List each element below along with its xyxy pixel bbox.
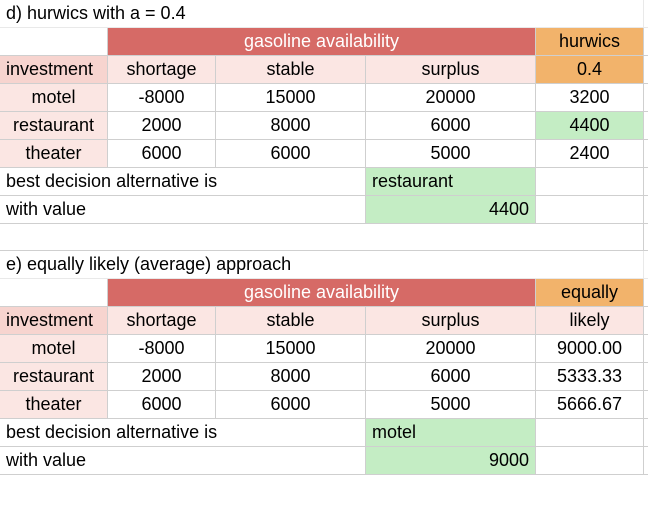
row-name: restaurant [0, 363, 108, 390]
col-shortage: shortage [108, 307, 216, 334]
col-stable: stable [216, 56, 366, 83]
col-surplus: surplus [366, 307, 536, 334]
table-row: motel -8000 15000 20000 9000.00 [0, 335, 648, 363]
col-investment: investment [0, 56, 108, 83]
cell-result: 9000.00 [536, 335, 644, 362]
row-name: motel [0, 84, 108, 111]
best-decision-label: best decision alternative is [0, 168, 366, 195]
section-d-column-header-row: investment shortage stable surplus 0.4 [0, 56, 648, 84]
blank-cell [0, 224, 644, 250]
best-decision-choice: motel [366, 419, 536, 446]
best-decision-choice: restaurant [366, 168, 536, 195]
best-decision-row: best decision alternative is restaurant [0, 168, 648, 196]
cell-result: 3200 [536, 84, 644, 111]
cell-result-best: 4400 [536, 112, 644, 139]
best-value-label: with value [0, 447, 366, 474]
cell-stable: 8000 [216, 363, 366, 390]
section-d-title: d) hurwics with a = 0.4 [0, 0, 644, 27]
cell-shortage: 2000 [108, 112, 216, 139]
cell-surplus: 20000 [366, 84, 536, 111]
gasoline-availability-header: gasoline availability [108, 28, 536, 55]
cell-surplus: 5000 [366, 140, 536, 167]
cell-surplus: 6000 [366, 363, 536, 390]
cell-stable: 8000 [216, 112, 366, 139]
section-d-group-header-row: gasoline availability hurwics [0, 28, 648, 56]
cell-surplus: 6000 [366, 112, 536, 139]
cell-shortage: 6000 [108, 140, 216, 167]
col-stable: stable [216, 307, 366, 334]
best-value-row: with value 4400 [0, 196, 648, 224]
best-value: 4400 [366, 196, 536, 223]
gasoline-availability-header: gasoline availability [108, 279, 536, 306]
blank-cell [0, 279, 108, 306]
best-decision-label: best decision alternative is [0, 419, 366, 446]
row-name: motel [0, 335, 108, 362]
section-e-column-header-row: investment shortage stable surplus likel… [0, 307, 648, 335]
likely-header-bottom: likely [536, 307, 644, 334]
table-row: restaurant 2000 8000 6000 5333.33 [0, 363, 648, 391]
best-value-label: with value [0, 196, 366, 223]
spacer-row [0, 224, 648, 251]
alpha-value: 0.4 [536, 56, 644, 83]
cell-shortage: -8000 [108, 84, 216, 111]
row-name: restaurant [0, 112, 108, 139]
blank-cell [536, 447, 644, 474]
col-investment: investment [0, 307, 108, 334]
cell-result: 5333.33 [536, 363, 644, 390]
table-row: restaurant 2000 8000 6000 4400 [0, 112, 648, 140]
hurwics-header: hurwics [536, 28, 644, 55]
cell-shortage: 2000 [108, 363, 216, 390]
cell-stable: 6000 [216, 391, 366, 418]
cell-result: 2400 [536, 140, 644, 167]
spreadsheet: d) hurwics with a = 0.4 gasoline availab… [0, 0, 648, 475]
cell-stable: 15000 [216, 335, 366, 362]
section-e-title-row: e) equally likely (average) approach [0, 251, 648, 279]
best-decision-row: best decision alternative is motel [0, 419, 648, 447]
table-row: theater 6000 6000 5000 5666.67 [0, 391, 648, 419]
table-row: motel -8000 15000 20000 3200 [0, 84, 648, 112]
section-d-title-row: d) hurwics with a = 0.4 [0, 0, 648, 28]
best-value-row: with value 9000 [0, 447, 648, 475]
blank-cell [536, 419, 644, 446]
section-e-title: e) equally likely (average) approach [0, 251, 644, 278]
col-surplus: surplus [366, 56, 536, 83]
row-name: theater [0, 391, 108, 418]
cell-shortage: 6000 [108, 391, 216, 418]
equally-header-top: equally [536, 279, 644, 306]
table-row: theater 6000 6000 5000 2400 [0, 140, 648, 168]
cell-shortage: -8000 [108, 335, 216, 362]
cell-surplus: 5000 [366, 391, 536, 418]
cell-surplus: 20000 [366, 335, 536, 362]
best-value: 9000 [366, 447, 536, 474]
blank-cell [536, 196, 644, 223]
row-name: theater [0, 140, 108, 167]
blank-cell [536, 168, 644, 195]
col-shortage: shortage [108, 56, 216, 83]
cell-result: 5666.67 [536, 391, 644, 418]
cell-stable: 15000 [216, 84, 366, 111]
section-e-group-header-row: gasoline availability equally [0, 279, 648, 307]
blank-cell [0, 28, 108, 55]
cell-stable: 6000 [216, 140, 366, 167]
